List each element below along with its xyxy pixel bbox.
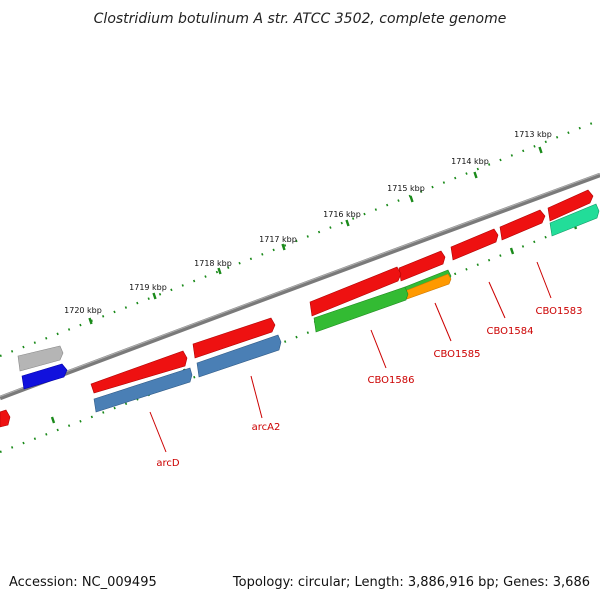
gene-label-cbo1585[interactable]: CBO1585: [434, 349, 481, 360]
gene-cbo1586-a[interactable]: [398, 250, 446, 282]
scale-label-1713: 1713 kbp: [514, 130, 552, 139]
connector-cbo1584: [488, 281, 506, 319]
topology-text: Topology: circular; Length: 3,886,916 bp…: [232, 575, 590, 590]
label-connectors: [149, 261, 552, 453]
outer-scale-track: [0, 118, 600, 358]
outer-major-ticks: [88, 146, 543, 325]
gene-cbo1583[interactable]: [547, 189, 594, 222]
scale-label-1718: 1718 kbp: [194, 259, 232, 268]
connector-arcd: [149, 411, 167, 453]
genome-backbone: [0, 172, 600, 401]
gene-arca2[interactable]: [192, 317, 276, 359]
gene-cbo1586[interactable]: [309, 266, 402, 317]
feature-cbo1586-green[interactable]: [313, 286, 409, 333]
gene-label-arcd[interactable]: arcD: [156, 458, 180, 469]
gene-gray-feature[interactable]: [17, 345, 64, 372]
scale-label-1720: 1720 kbp: [64, 306, 102, 315]
scale-label-1717: 1717 kbp: [259, 235, 297, 244]
connector-cbo1583: [536, 261, 552, 299]
feature-arca2-steel[interactable]: [196, 334, 282, 378]
gene-labels: CBO1583 CBO1584 CBO1585 CBO1586 arcA2 ar…: [156, 306, 582, 469]
feature-cbo1583-aqua[interactable]: [549, 203, 600, 237]
scale-label-1719: 1719 kbp: [129, 283, 167, 292]
scale-label-1715: 1715 kbp: [387, 184, 425, 193]
scale-label-1714: 1714 kbp: [451, 157, 489, 166]
scale-label-1716: 1716 kbp: [323, 210, 361, 219]
connector-cbo1585: [434, 302, 452, 342]
genome-backbone-highlight: [0, 173, 600, 397]
gene-label-cbo1586[interactable]: CBO1586: [368, 375, 415, 386]
connector-cbo1586: [370, 329, 387, 369]
scale-labels: 1713 kbp 1714 kbp 1715 kbp 1716 kbp 1717…: [64, 130, 552, 315]
map-title: Clostridium botulinum A str. ATCC 3502, …: [94, 11, 507, 27]
feature-blue[interactable]: [21, 363, 68, 390]
accession-text: Accession: NC_009495: [9, 575, 157, 590]
feature-arcd-steel[interactable]: [93, 367, 193, 413]
gene-label-cbo1583[interactable]: CBO1583: [536, 306, 583, 317]
gene-partial-left[interactable]: [0, 409, 11, 428]
forward-strand-genes: [17, 189, 594, 394]
gene-label-cbo1584[interactable]: CBO1584: [487, 326, 534, 337]
connector-arca2: [250, 375, 263, 419]
gene-cbo1585[interactable]: [450, 228, 499, 261]
gene-arcd[interactable]: [90, 350, 188, 394]
reverse-strand-genes: [0, 203, 600, 428]
gene-label-arca2[interactable]: arcA2: [252, 422, 281, 433]
gene-cbo1584[interactable]: [499, 209, 546, 241]
